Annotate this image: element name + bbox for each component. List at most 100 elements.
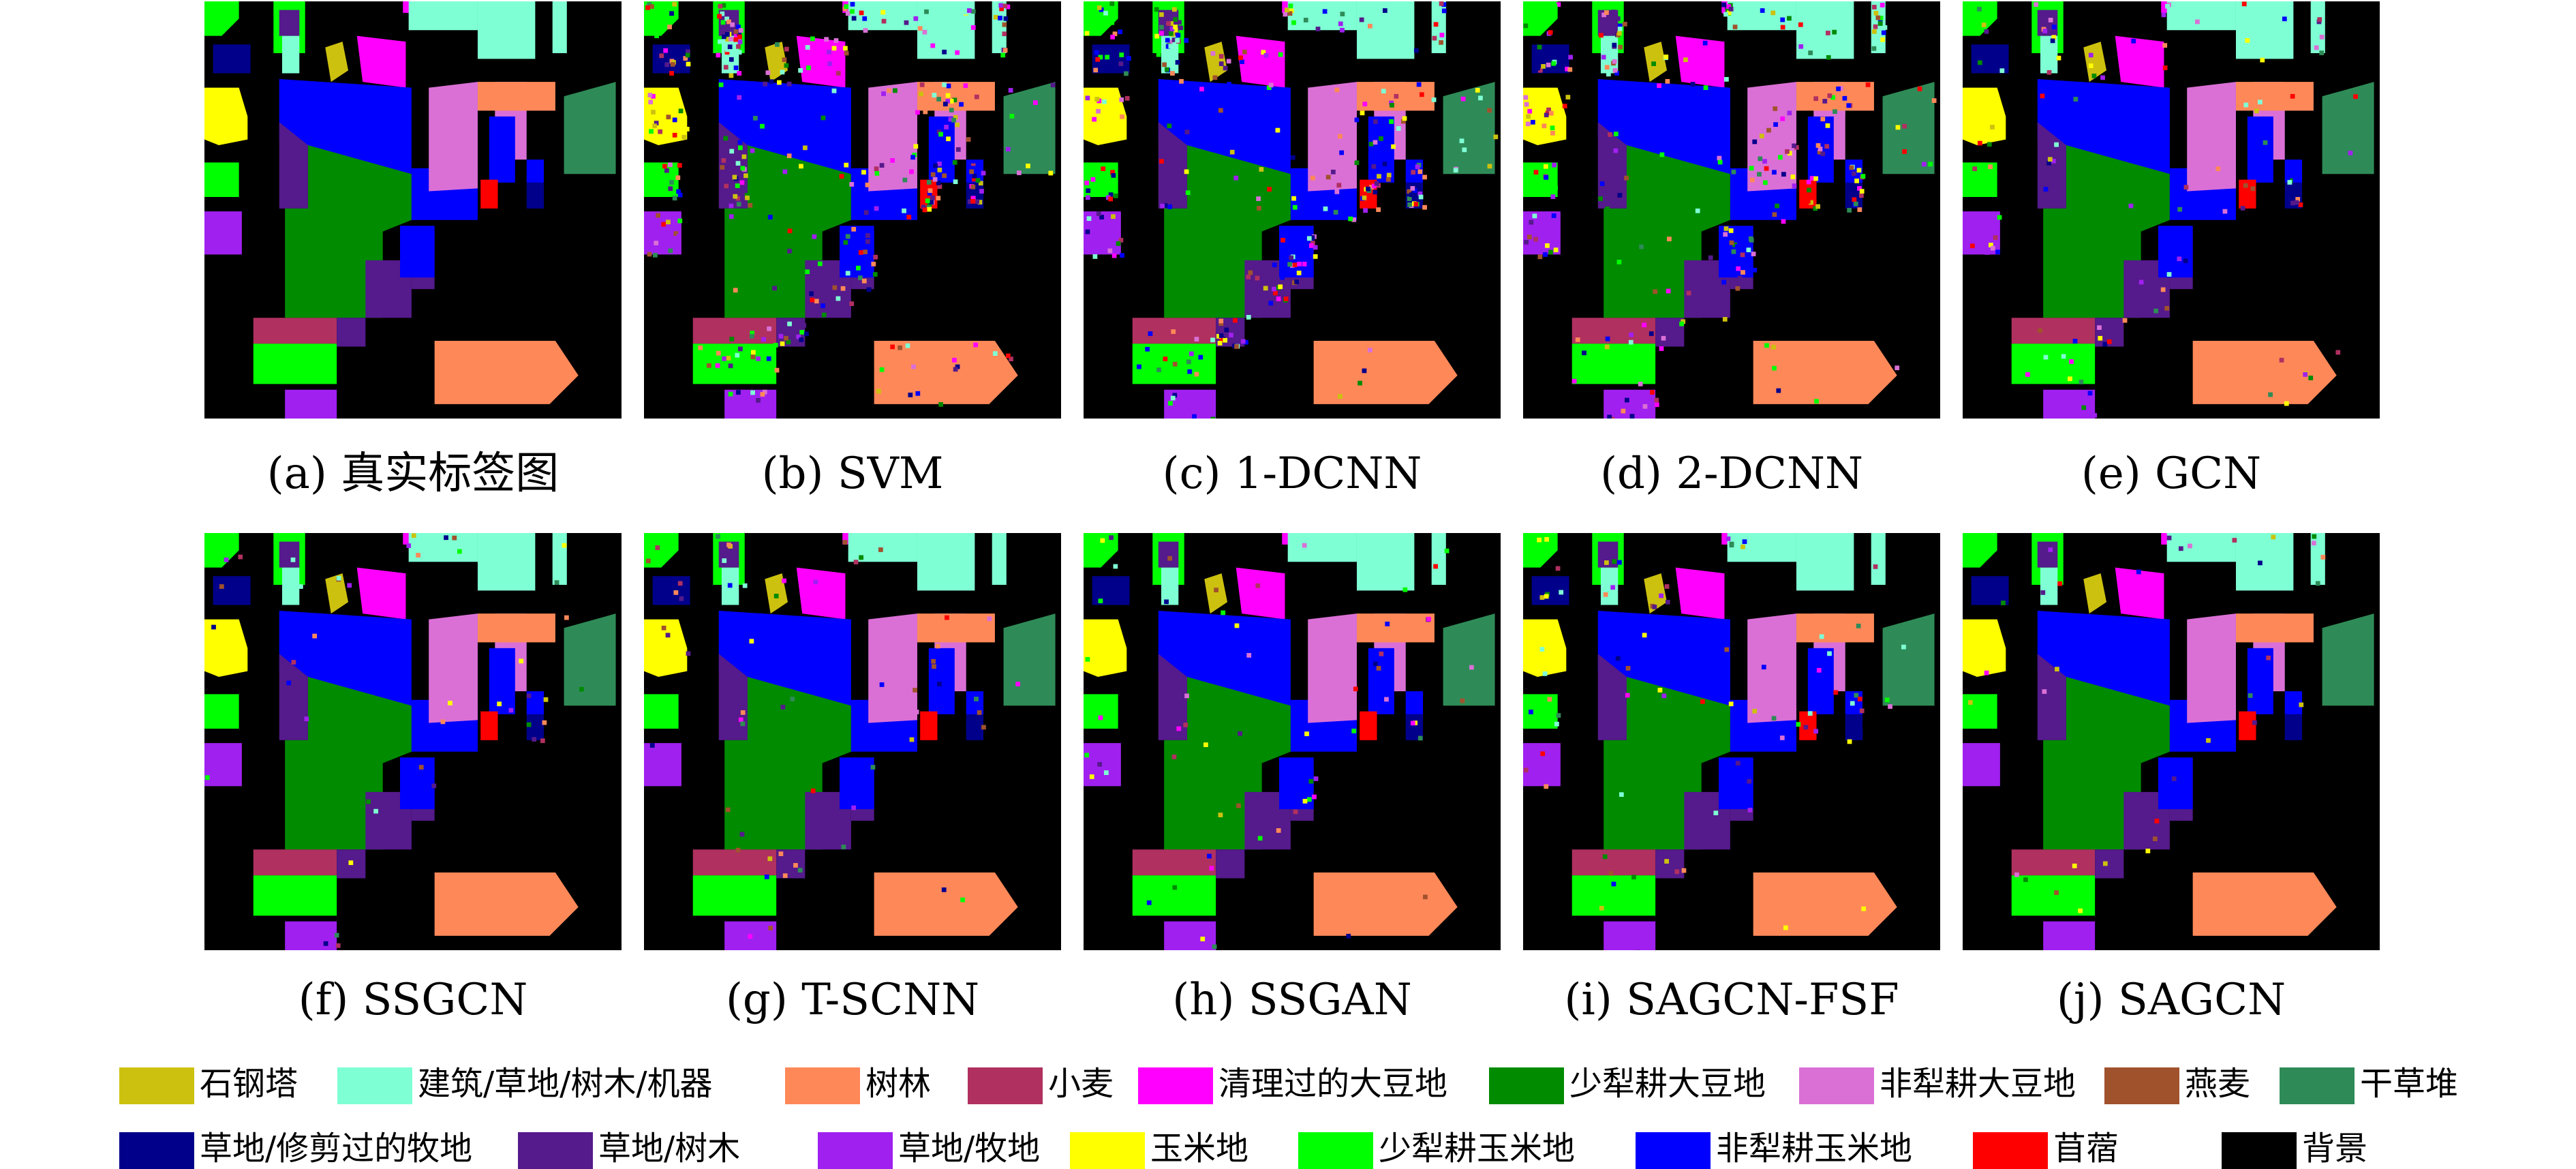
misclassified-pixel xyxy=(1972,166,1977,171)
misclassified-pixel xyxy=(2252,720,2257,725)
misclassified-pixel xyxy=(970,185,975,189)
misclassified-pixel xyxy=(803,145,808,150)
field-region xyxy=(1601,568,1618,605)
misclassified-pixel xyxy=(2162,12,2166,17)
misclassified-pixel xyxy=(1563,104,1567,108)
misclassified-pixel xyxy=(312,634,317,639)
misclassified-pixel xyxy=(1248,271,1253,275)
misclassified-pixel xyxy=(1636,92,1641,97)
misclassified-pixel xyxy=(745,196,750,200)
misclassified-pixel xyxy=(2048,157,2053,162)
misclassified-pixel xyxy=(1233,318,1238,323)
misclassified-pixel xyxy=(1353,686,1358,691)
misclassified-pixel xyxy=(1846,103,1851,108)
misclassified-pixel xyxy=(1107,249,1112,254)
misclassified-pixel xyxy=(1729,228,1734,233)
misclassified-pixel xyxy=(2280,358,2284,363)
misclassified-pixel xyxy=(806,45,810,50)
misclassified-pixel xyxy=(782,579,786,583)
misclassified-pixel xyxy=(1629,340,1634,345)
misclassified-pixel xyxy=(1167,204,1172,209)
misclassified-pixel xyxy=(1093,254,1098,259)
misclassified-pixel xyxy=(1918,87,1922,91)
misclassified-pixel xyxy=(1762,159,1767,164)
misclassified-pixel xyxy=(924,10,929,14)
misclassified-pixel xyxy=(2103,342,2108,347)
misclassified-pixel xyxy=(2177,256,2181,261)
misclassified-pixel xyxy=(1086,174,1090,179)
misclassified-pixel xyxy=(2057,581,2062,586)
misclassified-pixel xyxy=(1824,144,1829,149)
misclassified-pixel xyxy=(876,389,881,394)
field-region xyxy=(2193,872,2337,936)
misclassified-pixel xyxy=(726,356,731,361)
misclassified-pixel xyxy=(863,28,868,33)
field-region xyxy=(204,533,239,568)
misclassified-pixel xyxy=(913,16,918,21)
misclassified-pixel xyxy=(865,239,870,244)
misclassified-pixel xyxy=(2100,75,2105,80)
field-region xyxy=(992,533,1007,585)
misclassified-pixel xyxy=(737,202,741,207)
misclassified-pixel xyxy=(1440,33,1445,37)
misclassified-pixel xyxy=(1348,102,1353,106)
misclassified-pixel xyxy=(2290,94,2295,99)
field-region xyxy=(1523,620,1566,677)
misclassified-pixel xyxy=(1102,100,1107,104)
field-region xyxy=(478,82,555,110)
misclassified-pixel xyxy=(1978,61,1982,65)
misclassified-pixel xyxy=(1086,95,1090,100)
misclassified-pixel xyxy=(729,392,733,397)
field-region xyxy=(2236,613,2314,642)
misclassified-pixel xyxy=(1017,170,1022,175)
misclassified-pixel xyxy=(1246,275,1251,279)
misclassified-pixel xyxy=(664,62,669,67)
misclassified-pixel xyxy=(738,145,743,150)
misclassified-pixel xyxy=(919,92,923,97)
misclassified-pixel xyxy=(1988,164,1993,169)
misclassified-pixel xyxy=(1355,118,1360,123)
misclassified-pixel xyxy=(1552,163,1557,168)
misclassified-pixel xyxy=(1706,59,1711,63)
misclassified-pixel xyxy=(750,334,754,339)
misclassified-pixel xyxy=(1540,751,1545,756)
misclassified-pixel xyxy=(1291,196,1296,201)
legend-swatch xyxy=(1489,1067,1564,1104)
field-region xyxy=(357,36,406,88)
misclassified-pixel xyxy=(1445,549,1450,553)
misclassified-pixel xyxy=(1813,729,1818,733)
misclassified-pixel xyxy=(871,262,876,267)
misclassified-pixel xyxy=(1417,169,1422,174)
misclassified-pixel xyxy=(1604,560,1609,565)
misclassified-pixel xyxy=(1977,7,1982,12)
field-region xyxy=(1314,341,1458,404)
field-region xyxy=(204,162,239,197)
misclassified-pixel xyxy=(1544,164,1548,169)
misclassified-pixel xyxy=(969,169,974,174)
misclassified-pixel xyxy=(2308,376,2313,380)
misclassified-pixel xyxy=(1255,583,1260,588)
misclassified-pixel xyxy=(1995,249,2000,254)
map-panel-c xyxy=(1084,1,1501,419)
misclassified-pixel xyxy=(1607,415,1612,419)
misclassified-pixel xyxy=(716,363,720,368)
misclassified-pixel xyxy=(1002,22,1007,27)
misclassified-pixel xyxy=(1488,164,1492,168)
field-region xyxy=(204,743,242,786)
misclassified-pixel xyxy=(686,62,691,67)
misclassified-pixel xyxy=(1546,47,1550,52)
legend-swatch xyxy=(818,1132,893,1169)
field-region xyxy=(1159,542,1179,568)
misclassified-pixel xyxy=(1246,653,1251,658)
misclassified-pixel xyxy=(1572,379,1577,384)
misclassified-pixel xyxy=(1187,369,1192,374)
misclassified-pixel xyxy=(1212,945,1217,950)
misclassified-pixel xyxy=(767,356,771,361)
misclassified-pixel xyxy=(920,82,925,87)
caption-e: (e) GCN xyxy=(1963,450,2380,498)
misclassified-pixel xyxy=(1493,134,1498,139)
misclassified-pixel xyxy=(1419,195,1424,200)
misclassified-pixel xyxy=(1741,252,1745,257)
misclassified-pixel xyxy=(337,576,341,581)
misclassified-pixel xyxy=(2163,65,2168,70)
